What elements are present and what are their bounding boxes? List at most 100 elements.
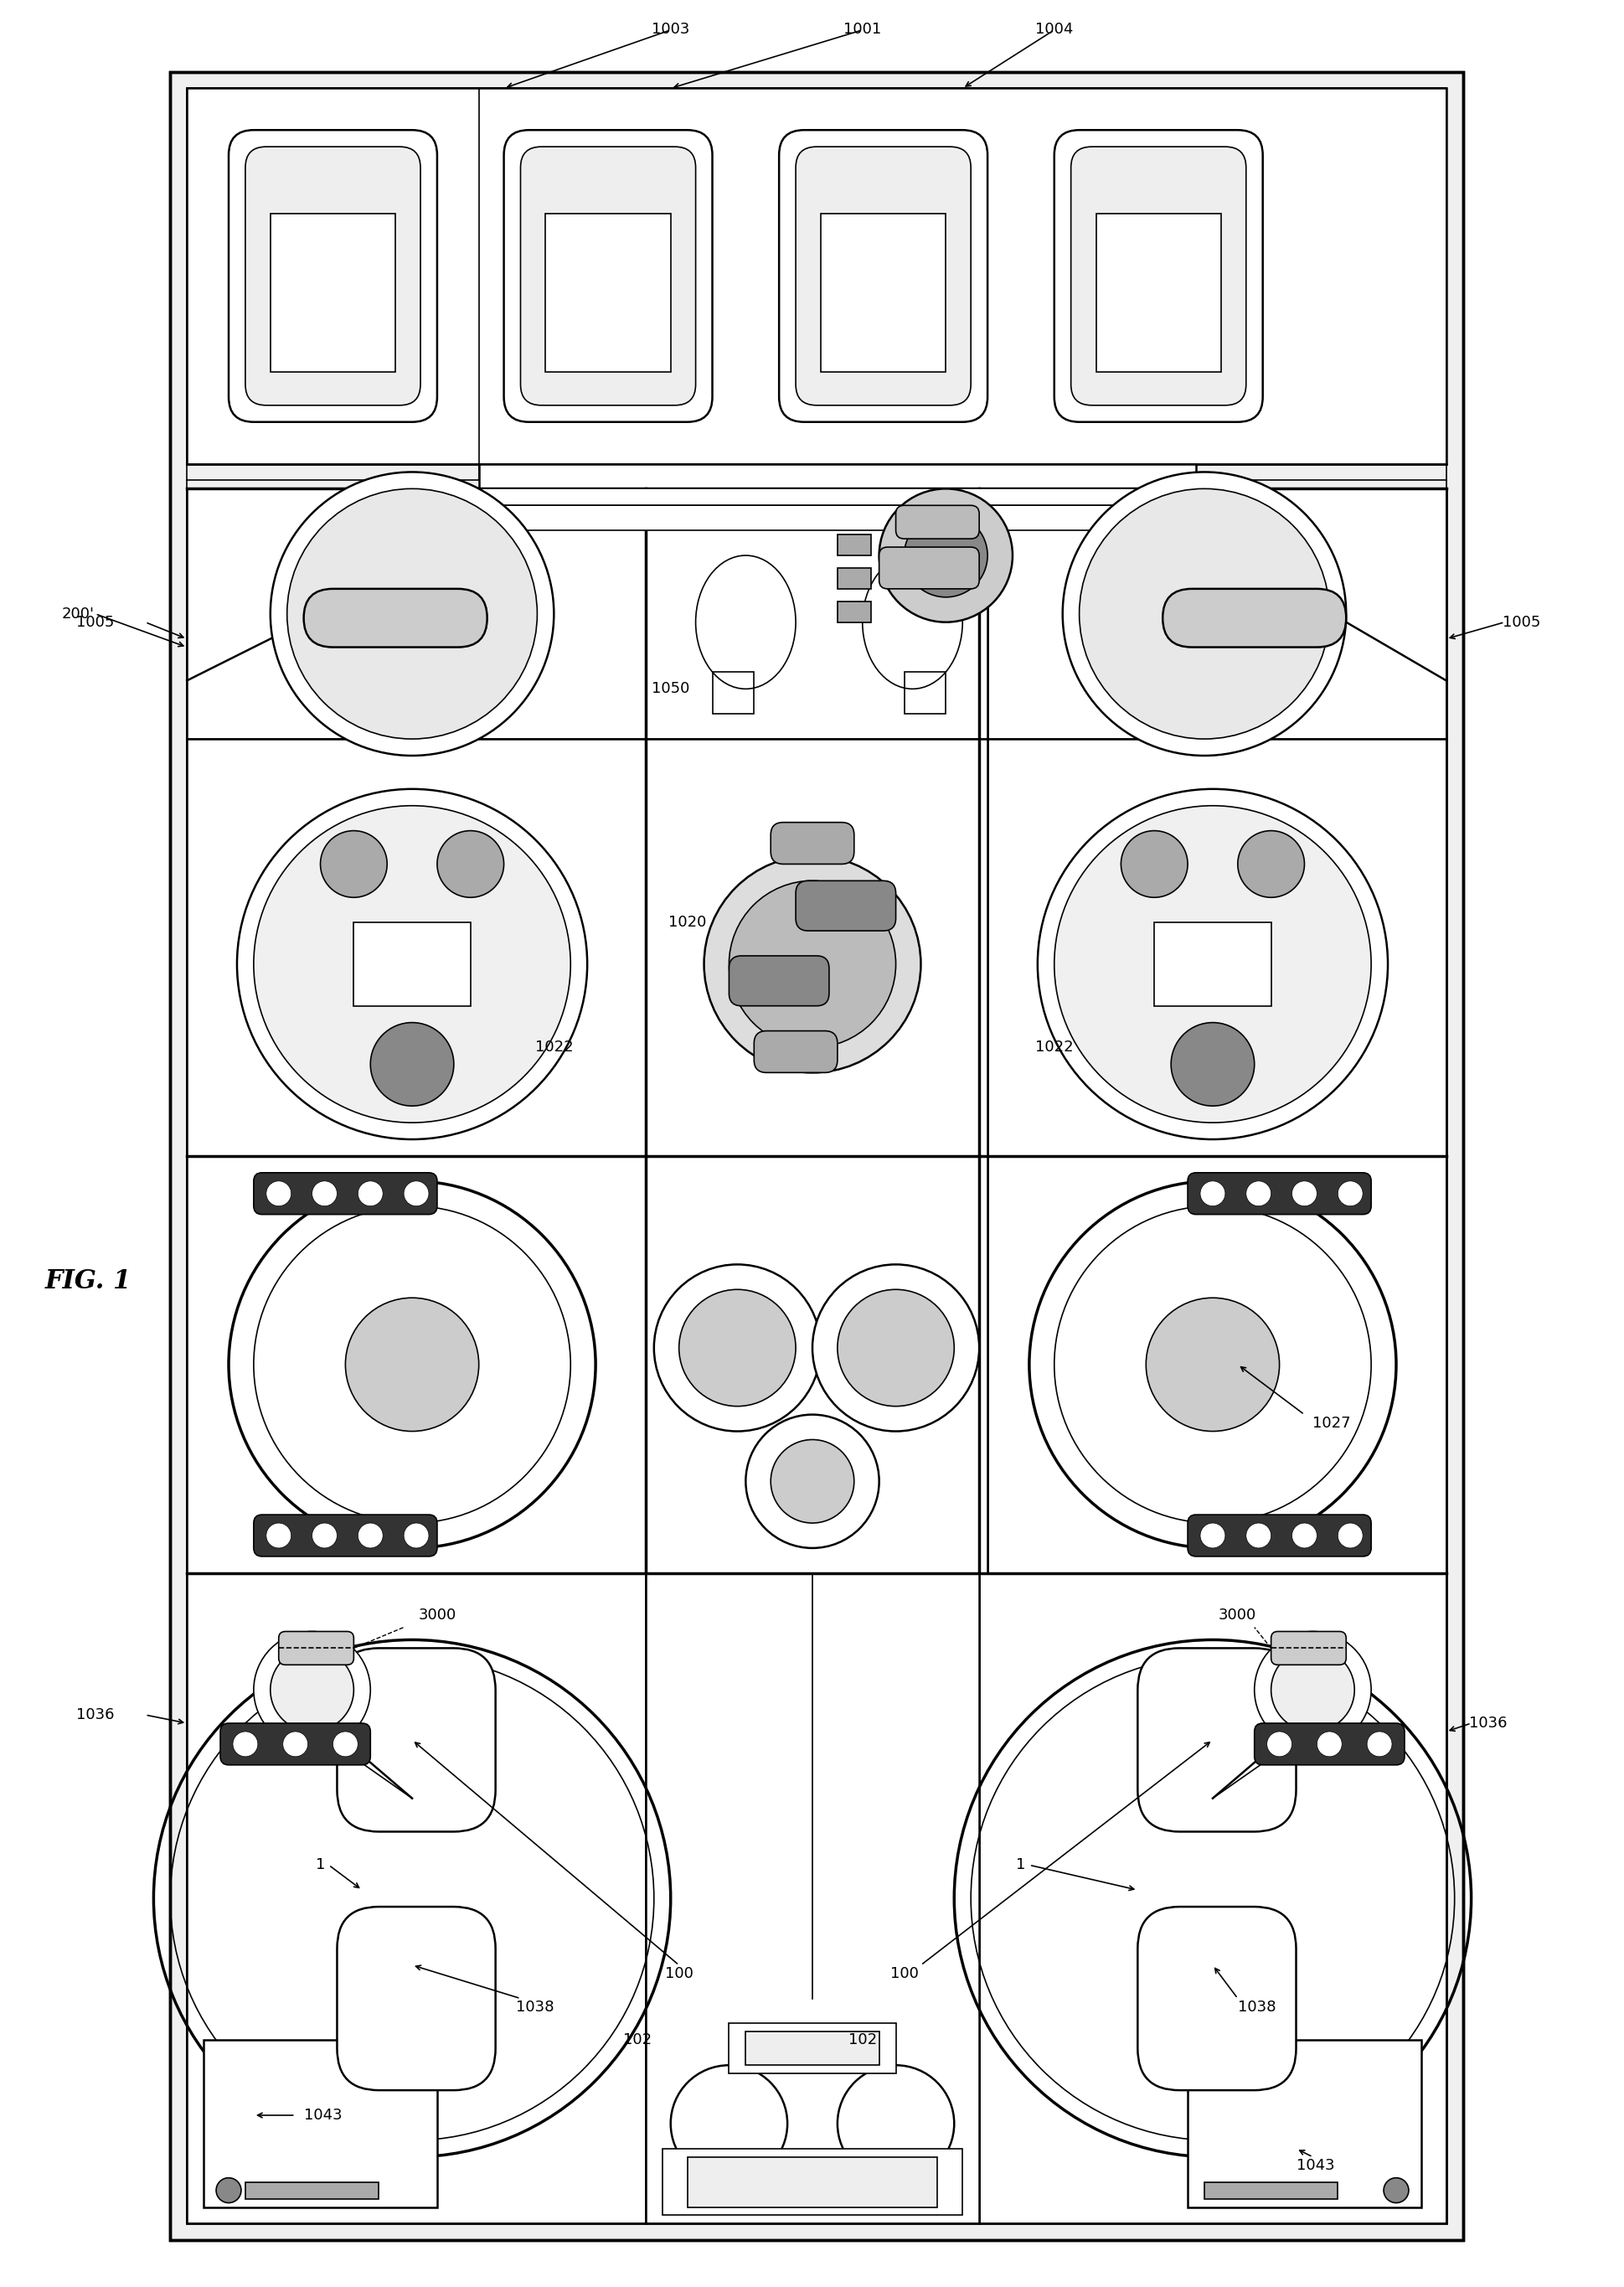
- Circle shape: [216, 2177, 240, 2202]
- Ellipse shape: [862, 556, 961, 688]
- Bar: [745, 2031, 879, 2065]
- Bar: [987, 1155, 1445, 1573]
- Ellipse shape: [695, 556, 796, 688]
- Circle shape: [1054, 805, 1371, 1123]
- Circle shape: [1121, 830, 1187, 897]
- FancyBboxPatch shape: [253, 1173, 437, 1214]
- Circle shape: [1237, 830, 1304, 897]
- Text: 1043: 1043: [304, 2109, 341, 2122]
- Bar: [979, 1573, 1445, 2223]
- Bar: [1203, 2182, 1337, 2198]
- Bar: [987, 489, 1445, 739]
- Circle shape: [437, 830, 503, 897]
- Circle shape: [270, 1649, 354, 1731]
- Bar: [729, 2024, 895, 2074]
- Bar: [187, 89, 1445, 2223]
- Bar: [187, 1573, 645, 2223]
- Circle shape: [266, 1180, 291, 1205]
- Circle shape: [703, 855, 921, 1073]
- Circle shape: [287, 489, 538, 739]
- Bar: [187, 1573, 1445, 2223]
- Bar: [836, 567, 870, 588]
- Text: 3000: 3000: [1218, 1608, 1255, 1621]
- FancyBboxPatch shape: [895, 505, 979, 540]
- Bar: [245, 2182, 378, 2198]
- Text: 1: 1: [315, 1857, 325, 1873]
- Circle shape: [1384, 2177, 1408, 2202]
- Circle shape: [653, 1265, 820, 1432]
- Bar: [479, 505, 1195, 531]
- Circle shape: [1337, 1180, 1363, 1205]
- Circle shape: [1291, 1180, 1317, 1205]
- Circle shape: [1270, 1649, 1354, 1731]
- Circle shape: [879, 489, 1012, 622]
- Text: 200': 200': [62, 606, 94, 622]
- FancyBboxPatch shape: [336, 1907, 495, 2090]
- FancyBboxPatch shape: [754, 1031, 836, 1073]
- FancyBboxPatch shape: [520, 146, 695, 405]
- Text: 3000: 3000: [417, 1608, 456, 1621]
- Bar: [687, 2157, 937, 2207]
- FancyBboxPatch shape: [253, 1514, 437, 1557]
- Circle shape: [770, 1439, 854, 1523]
- Bar: [645, 1573, 979, 2223]
- Circle shape: [357, 1523, 383, 1548]
- Circle shape: [404, 1523, 429, 1548]
- Text: 1005: 1005: [1502, 615, 1540, 629]
- Bar: [270, 213, 395, 373]
- Text: 102: 102: [622, 2033, 651, 2047]
- FancyBboxPatch shape: [336, 1649, 495, 1832]
- FancyBboxPatch shape: [1070, 146, 1246, 405]
- Circle shape: [679, 1290, 796, 1407]
- Circle shape: [1254, 1631, 1371, 1747]
- Text: 1043: 1043: [1296, 2157, 1333, 2173]
- Circle shape: [903, 515, 987, 597]
- Circle shape: [283, 1731, 307, 1756]
- Circle shape: [312, 1180, 336, 1205]
- FancyBboxPatch shape: [1163, 588, 1345, 647]
- Text: 1038: 1038: [515, 1999, 554, 2015]
- Bar: [645, 739, 987, 1155]
- Bar: [836, 601, 870, 622]
- Circle shape: [812, 1265, 979, 1432]
- FancyBboxPatch shape: [503, 130, 711, 423]
- Circle shape: [1291, 1523, 1317, 1548]
- Text: 1020: 1020: [667, 915, 706, 931]
- Circle shape: [1337, 1523, 1363, 1548]
- FancyBboxPatch shape: [229, 130, 437, 423]
- Circle shape: [237, 789, 586, 1139]
- FancyBboxPatch shape: [1270, 1631, 1345, 1665]
- Bar: [171, 71, 1462, 2241]
- Text: 1022: 1022: [534, 1041, 573, 1054]
- Circle shape: [370, 1022, 453, 1107]
- FancyBboxPatch shape: [778, 130, 987, 423]
- Circle shape: [1246, 1180, 1270, 1205]
- FancyBboxPatch shape: [1137, 1649, 1296, 1832]
- Circle shape: [357, 1180, 383, 1205]
- Bar: [903, 672, 945, 714]
- Bar: [187, 489, 1445, 1155]
- Bar: [987, 739, 1445, 1155]
- Circle shape: [333, 1731, 357, 1756]
- Bar: [479, 489, 1195, 505]
- FancyBboxPatch shape: [796, 880, 895, 931]
- FancyBboxPatch shape: [1054, 130, 1262, 423]
- Text: 1022: 1022: [1034, 1041, 1073, 1054]
- FancyBboxPatch shape: [770, 823, 854, 864]
- Circle shape: [253, 1631, 370, 1747]
- Bar: [187, 1155, 1445, 1573]
- Text: 1003: 1003: [651, 21, 689, 37]
- Text: 1050: 1050: [651, 682, 689, 698]
- Bar: [187, 1155, 645, 1573]
- Circle shape: [1200, 1523, 1224, 1548]
- Circle shape: [745, 1416, 879, 1548]
- Bar: [187, 739, 645, 1155]
- Bar: [820, 213, 945, 373]
- Bar: [187, 489, 645, 739]
- Bar: [1153, 922, 1270, 1006]
- FancyBboxPatch shape: [879, 547, 979, 588]
- FancyBboxPatch shape: [304, 588, 487, 647]
- Circle shape: [836, 1290, 953, 1407]
- Text: 1038: 1038: [1237, 1999, 1275, 2015]
- Bar: [1096, 213, 1220, 373]
